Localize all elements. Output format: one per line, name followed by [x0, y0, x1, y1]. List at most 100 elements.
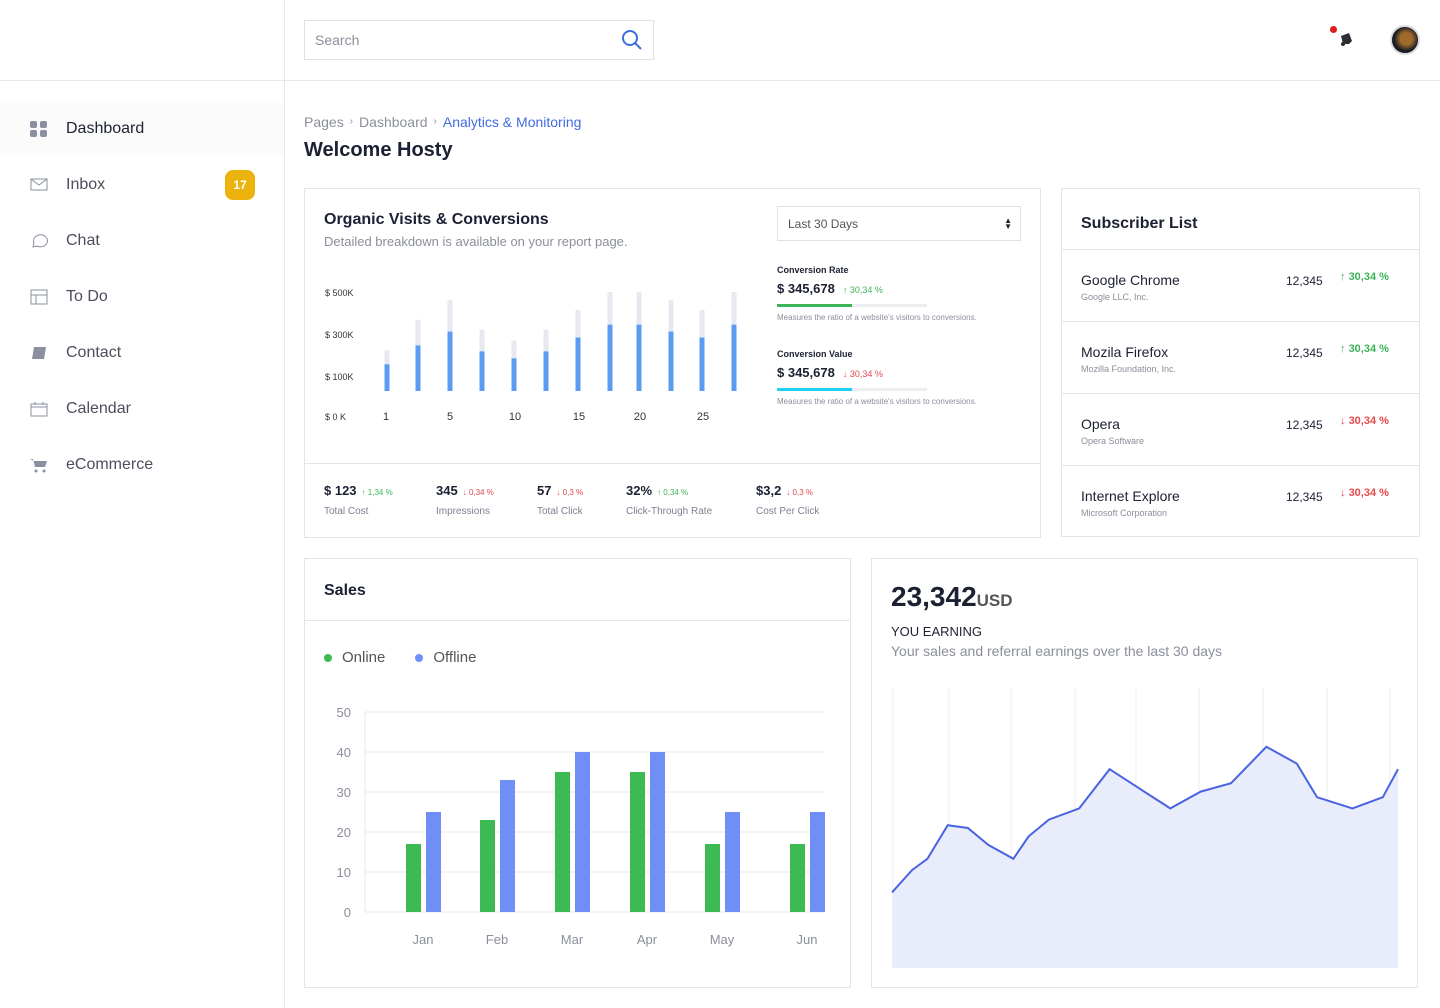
kpi-value: $ 123	[324, 483, 357, 498]
breadcrumb: Pages › Dashboard › Analytics & Monitoring	[304, 114, 582, 130]
arrow-down-icon: ↓	[842, 369, 850, 379]
earning-label: YOU EARNING	[891, 624, 983, 639]
subscriber-company: Google LLC, Inc.	[1081, 292, 1149, 302]
organic-visits-card: Organic Visits & Conversions Detailed br…	[304, 188, 1041, 538]
sidebar-item-to-do[interactable]: To Do	[0, 271, 284, 323]
kpi-value: 345	[436, 483, 458, 498]
bell-icon	[1341, 33, 1352, 46]
user-avatar[interactable]	[1390, 25, 1420, 55]
sidebar-item-label: Contact	[66, 344, 122, 361]
subscriber-row[interactable]: Google Chrome Google LLC, Inc. 12,345 ↑ 30,…	[1062, 249, 1420, 321]
bar-online	[705, 844, 720, 912]
card-title: Sales	[324, 582, 366, 599]
legend-dot	[324, 653, 332, 662]
bar-offline	[725, 812, 740, 912]
arrow-down-icon: ↓	[786, 488, 793, 497]
sidebar-item-chat[interactable]: Chat	[0, 215, 284, 267]
legend-item-online[interactable]: Online	[324, 649, 385, 666]
sidebar: Dashboard Inbox 17 Chat To Do Contact Calendar…	[0, 0, 285, 1008]
chat-icon	[30, 232, 48, 250]
bar-conversion	[415, 345, 421, 391]
sort-icon: ▲ ▼	[1004, 215, 1012, 231]
sidebar-item-dashboard[interactable]: Dashboard	[0, 103, 284, 155]
subscriber-name: Internet Explore	[1081, 488, 1180, 504]
kpi-label: Impressions	[436, 506, 490, 517]
x-tick-label: Mar	[561, 932, 584, 947]
bar-conversion	[384, 364, 390, 391]
kpi-label: Total Click	[537, 506, 583, 517]
kpi-label: Click-Through Rate	[626, 506, 713, 517]
arrow-up-icon: ↑	[1340, 271, 1349, 283]
subscriber-change: ↑ 30,34 %	[1340, 271, 1389, 283]
mail-icon	[30, 176, 48, 194]
sidebar-item-calendar[interactable]: Calendar	[0, 383, 284, 435]
header	[285, 0, 1440, 81]
subscriber-list-card: Subscriber List Google Chrome Google LLC,…	[1061, 188, 1420, 537]
earning-amount: 23,342	[891, 581, 977, 612]
progress-fill	[777, 304, 852, 307]
subscriber-count: 12,345	[1286, 490, 1323, 504]
y-tick-label: $ 300K	[325, 330, 354, 340]
divider	[305, 463, 1040, 464]
subscriber-company: Microsoft Corporation	[1081, 508, 1168, 518]
metric-row: $ 345,678 ↓ 30,34 %	[777, 365, 1017, 380]
change-value: 30,34 %	[1348, 271, 1389, 283]
sidebar-item-contact[interactable]: Contact	[0, 327, 284, 379]
subscriber-row[interactable]: Mozila Firefox Mozilla Foundation, Inc. 12…	[1062, 321, 1420, 393]
logo-area	[0, 0, 284, 81]
legend-label: Online	[342, 649, 386, 666]
bar-conversion	[607, 324, 613, 391]
change-value: 1,34 %	[367, 488, 393, 497]
search-box[interactable]	[304, 20, 654, 60]
change-value: 30,34 %	[849, 285, 883, 295]
search-icon[interactable]	[621, 29, 643, 51]
search-input[interactable]	[315, 32, 615, 48]
x-tick-label: 25	[697, 411, 709, 423]
card-title: Subscriber List	[1081, 215, 1198, 232]
bar-conversion	[668, 331, 674, 391]
breadcrumb-current: Analytics & Monitoring	[442, 114, 582, 130]
subscriber-company: Opera Software	[1081, 436, 1145, 446]
earning-description: Your sales and referral earnings over th…	[891, 643, 1223, 659]
progress-bar	[777, 388, 927, 391]
bar-online	[630, 772, 645, 912]
y-tick-label: 0	[344, 905, 351, 920]
breadcrumb-pages[interactable]: Pages	[304, 114, 344, 130]
subscriber-row[interactable]: Internet Explore Microsoft Corporation 12,…	[1062, 465, 1420, 537]
kpi-value: $3,2	[756, 483, 782, 498]
kpi-impressions: 345 ↓ 0,34 % Impressions	[436, 483, 494, 517]
subscriber-change: ↑ 30,34 %	[1340, 343, 1389, 355]
range-select[interactable]: Last 30 Days ▲ ▼	[777, 206, 1021, 241]
legend-item-offline[interactable]: Offline	[415, 649, 476, 666]
subscriber-company: Mozilla Foundation, Inc.	[1081, 364, 1177, 374]
subscriber-row[interactable]: Opera Opera Software 12,345 ↓ 30,34 %	[1062, 393, 1420, 465]
change-value: 30,34 %	[1348, 487, 1389, 499]
kpi-value: 32%	[626, 483, 653, 498]
arrow-down-icon: ↓	[1340, 487, 1349, 499]
area-fill	[892, 746, 1398, 968]
bar-conversion	[636, 324, 642, 391]
range-select-value: Last 30 Days	[788, 216, 859, 231]
sidebar-item-ecommerce[interactable]: eCommerce	[0, 439, 284, 491]
sidebar-item-inbox[interactable]: Inbox 17	[0, 159, 284, 211]
sidebar-item-label: Chat	[66, 232, 100, 249]
kpi-label: Cost Per Click	[756, 506, 820, 517]
x-tick-label: Jun	[797, 932, 818, 947]
y-tick-label: $ 500K	[325, 288, 354, 298]
y-tick-label: 10	[337, 865, 351, 880]
subscriber-name: Opera	[1081, 416, 1120, 432]
layout-icon	[30, 288, 48, 306]
bar-conversion	[511, 358, 517, 391]
sidebar-item-label: To Do	[66, 288, 108, 305]
sales-chart: 0 10 20 30 40 50 Jan Feb Mar Apr May Jun	[337, 705, 825, 947]
kpi-change: ↑ 0,34 %	[657, 488, 688, 497]
x-tick-label: 20	[634, 411, 646, 423]
sales-card: Sales Online Offline 0 10 20 30 40 50 Jan Feb Mar…	[304, 558, 851, 988]
bar-online	[480, 820, 495, 912]
metric-label: Conversion Rate	[777, 265, 849, 275]
breadcrumb-dashboard[interactable]: Dashboard	[359, 114, 428, 130]
conversion-value-block: Conversion Value $ 345,678 ↓ 30,34 % Measur…	[777, 349, 1017, 406]
earning-amount-row: 23,342USD	[891, 581, 1013, 613]
arrow-up-icon: ↑	[842, 285, 850, 295]
kpi-change: ↓ 0,3 %	[556, 488, 583, 497]
